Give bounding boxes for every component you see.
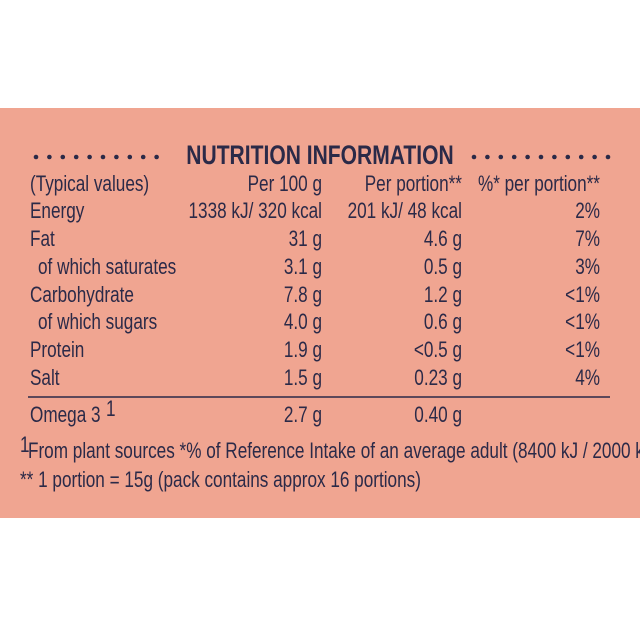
label-panel [0,108,640,518]
dot [498,154,504,160]
dot [114,154,119,160]
dot [485,154,490,160]
dot [87,154,92,160]
dot [565,154,571,160]
cell: 201 kJ/ 48 kcal [348,199,462,224]
dotted-rules [33,154,611,160]
cell: 4% [575,366,600,391]
superscript: 1 [106,397,116,422]
column-header: %* per portion** [478,172,600,197]
row-label: of which sugars [38,310,157,335]
footnote: From plant sources *% of Reference Intak… [28,439,640,464]
cell: 7.8 g [284,283,322,308]
dot [73,154,79,160]
cell: 7% [575,227,600,252]
cell: 0.40 g [414,403,462,428]
row-label: Carbohydrate [30,283,134,308]
cell: 0.5 g [424,255,462,280]
row-label: Energy [30,199,84,224]
dot [100,154,106,160]
row-label: Protein [30,338,84,363]
cell: 1338 kJ/ 320 kcal [189,199,322,224]
column-header: Per portion** [365,172,463,197]
cell: <0.5 g [414,338,462,363]
dot [154,154,159,160]
dot [33,154,39,160]
dot [471,154,477,160]
cell: 4.0 g [284,310,322,335]
dot [525,154,530,160]
superscript: 1 [20,433,30,458]
title: NUTRITION INFORMATION [186,141,453,171]
cell: 3% [575,255,600,280]
dot [605,154,611,160]
column-header: (Typical values) [30,172,149,197]
column-header: Per 100 g [248,172,322,197]
dot [592,154,597,160]
cell: 4.6 g [424,227,462,252]
dot [47,154,52,160]
cell: <1% [565,283,600,308]
cell: 31 g [289,227,322,252]
row-label: Fat [30,227,55,252]
cell: 3.1 g [284,255,322,280]
row-label: Omega 3 [30,403,101,428]
cell: 2% [575,199,600,224]
text-layer: NUTRITION INFORMATION (Typical values) Per… [20,141,640,493]
dot [552,154,557,160]
footnote: ** 1 portion = 15g (pack contains approx… [20,468,421,493]
cell: <1% [565,338,600,363]
dot [127,154,133,160]
cell: 2.7 g [284,403,322,428]
row-label: of which saturates [38,255,176,280]
cell: 0.23 g [414,366,462,391]
dot [511,154,517,160]
cell: 1.5 g [284,366,322,391]
dot [578,154,584,160]
dot [140,154,146,160]
cell: 1.2 g [424,283,462,308]
cell: <1% [565,310,600,335]
dot [60,154,66,160]
cell: 1.9 g [284,338,322,363]
row-label: Salt [30,366,60,391]
dot [538,154,544,160]
cell: 0.6 g [424,310,462,335]
